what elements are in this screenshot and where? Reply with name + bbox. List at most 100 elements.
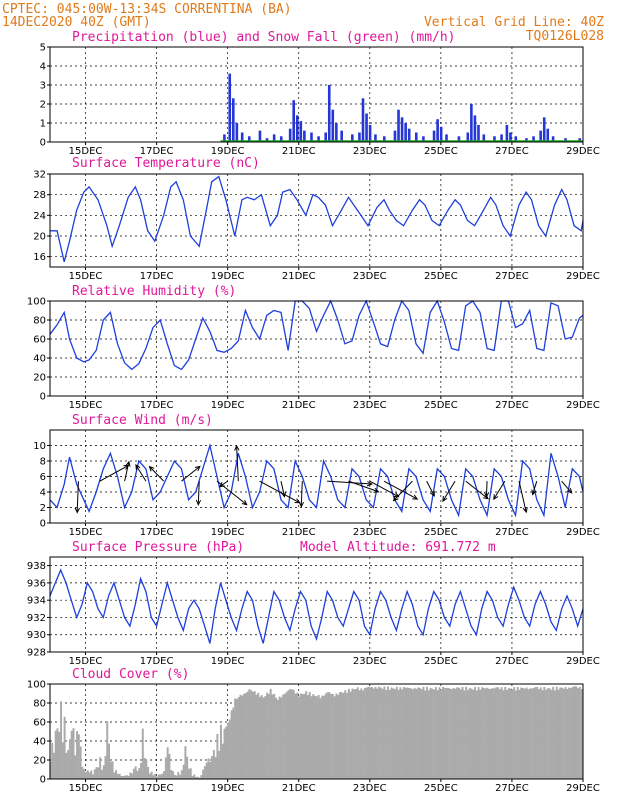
x-tick-label: 27DEC xyxy=(495,656,529,667)
cloud-bar xyxy=(280,697,283,779)
y-tick-label: 8 xyxy=(40,457,46,468)
cloud-bar xyxy=(83,769,86,779)
y-tick-label: 60 xyxy=(33,718,46,729)
wind-arrow xyxy=(181,466,201,482)
precip-bar xyxy=(578,138,582,142)
wind-arrow xyxy=(236,445,239,482)
cloud-bar xyxy=(422,686,425,779)
x-tick-label: 15DEC xyxy=(69,146,103,157)
wind-arrow xyxy=(348,480,379,493)
y-tick-label: 0 xyxy=(40,392,46,403)
cloud-bar xyxy=(504,686,507,779)
x-tick-label: 15DEC xyxy=(69,783,103,794)
wind-arrow xyxy=(393,480,413,501)
cloud-bar xyxy=(294,693,297,779)
cloud-bar xyxy=(362,690,365,779)
precip-bar xyxy=(223,134,226,142)
precip-bar xyxy=(551,136,555,142)
cloud-bar xyxy=(221,743,224,779)
cloud-bar xyxy=(113,772,116,779)
x-tick-label: 29DEC xyxy=(566,400,600,411)
cloud-bar xyxy=(54,730,57,779)
cloud-bar xyxy=(523,688,526,779)
precip-bar xyxy=(295,115,299,142)
cloud-bar xyxy=(548,688,551,779)
cloud-bar xyxy=(63,716,66,779)
precip-bar xyxy=(358,132,361,142)
cloud-bar xyxy=(493,688,496,779)
cloud-bar xyxy=(497,687,500,779)
cloud-bar xyxy=(386,686,389,779)
wind-arrow-head xyxy=(373,487,380,493)
cloud-bar xyxy=(68,739,71,779)
cloud-bar xyxy=(335,693,338,779)
wind-arrow-head xyxy=(522,507,528,514)
precip-bar xyxy=(414,132,418,142)
cloud-bar xyxy=(125,775,128,779)
x-tick-label: 29DEC xyxy=(566,527,600,538)
humidity-title: Relative Humidity (%) xyxy=(72,284,236,299)
cloud-bar xyxy=(95,767,98,779)
precip-bar xyxy=(493,136,496,142)
cloud-bar xyxy=(577,688,580,779)
cloud-bar xyxy=(397,689,400,779)
cloud-bar xyxy=(381,688,384,779)
cloud-bar xyxy=(76,731,79,779)
precip-bar xyxy=(445,134,448,142)
plot-area xyxy=(49,557,584,652)
wind-arrow xyxy=(149,466,165,482)
cloud-bar xyxy=(344,690,347,779)
x-tick-label: 17DEC xyxy=(140,527,174,538)
precip-bar xyxy=(542,117,546,142)
precip-bar xyxy=(299,121,303,142)
cloud-bar xyxy=(495,687,498,779)
wind-arrow xyxy=(280,481,286,497)
cloud-bar xyxy=(379,687,382,779)
cloud-bar xyxy=(259,696,262,779)
cloud-bar xyxy=(207,758,210,779)
cloud-bar xyxy=(370,687,373,779)
cloud-bar xyxy=(537,689,540,779)
precip-bar xyxy=(303,130,306,142)
cloud-bar xyxy=(406,687,409,779)
cloud-bar xyxy=(267,694,270,779)
y-tick-label: 40 xyxy=(33,354,46,365)
cloud-bar xyxy=(388,689,391,779)
cloud-bar xyxy=(93,769,96,779)
wind-arrow-head xyxy=(218,482,225,488)
cloud-bar xyxy=(285,691,288,779)
cloud-bar xyxy=(171,771,174,779)
cloud-bar xyxy=(513,687,516,779)
cloud-bar xyxy=(511,689,514,779)
cloud-bar xyxy=(509,688,512,779)
plot-area xyxy=(49,299,584,396)
wind-arrow xyxy=(99,465,129,482)
cloud-bar xyxy=(326,692,329,779)
cloud-bar xyxy=(324,693,327,779)
wind-arrow xyxy=(561,480,573,494)
cloud-bar xyxy=(429,687,432,779)
cloud-bar xyxy=(299,693,302,779)
wind-arrow-head xyxy=(531,489,537,496)
cloud-bar xyxy=(120,776,123,779)
cloud-bar xyxy=(180,770,183,779)
cloud-bar xyxy=(140,763,142,779)
y-tick-label: 928 xyxy=(27,648,46,659)
cloud-bar xyxy=(97,767,100,779)
cloud-bar xyxy=(239,694,242,779)
x-tick-label: 25DEC xyxy=(424,527,458,538)
precip-bar xyxy=(439,126,443,142)
cloud-bar xyxy=(177,772,180,779)
x-tick-label: 21DEC xyxy=(282,271,316,282)
cloud-bar xyxy=(507,688,510,779)
cloud-bar xyxy=(559,687,562,779)
precip-bar xyxy=(539,130,542,142)
cloud-bar xyxy=(141,728,144,779)
precip-bar xyxy=(436,119,439,142)
cloud-bar xyxy=(212,749,215,779)
cloud-bar xyxy=(338,692,341,779)
wind-arrow-head xyxy=(366,481,373,487)
wind-arrow xyxy=(532,480,538,495)
cloud-bar xyxy=(408,687,411,779)
cloud-bar xyxy=(465,686,468,779)
